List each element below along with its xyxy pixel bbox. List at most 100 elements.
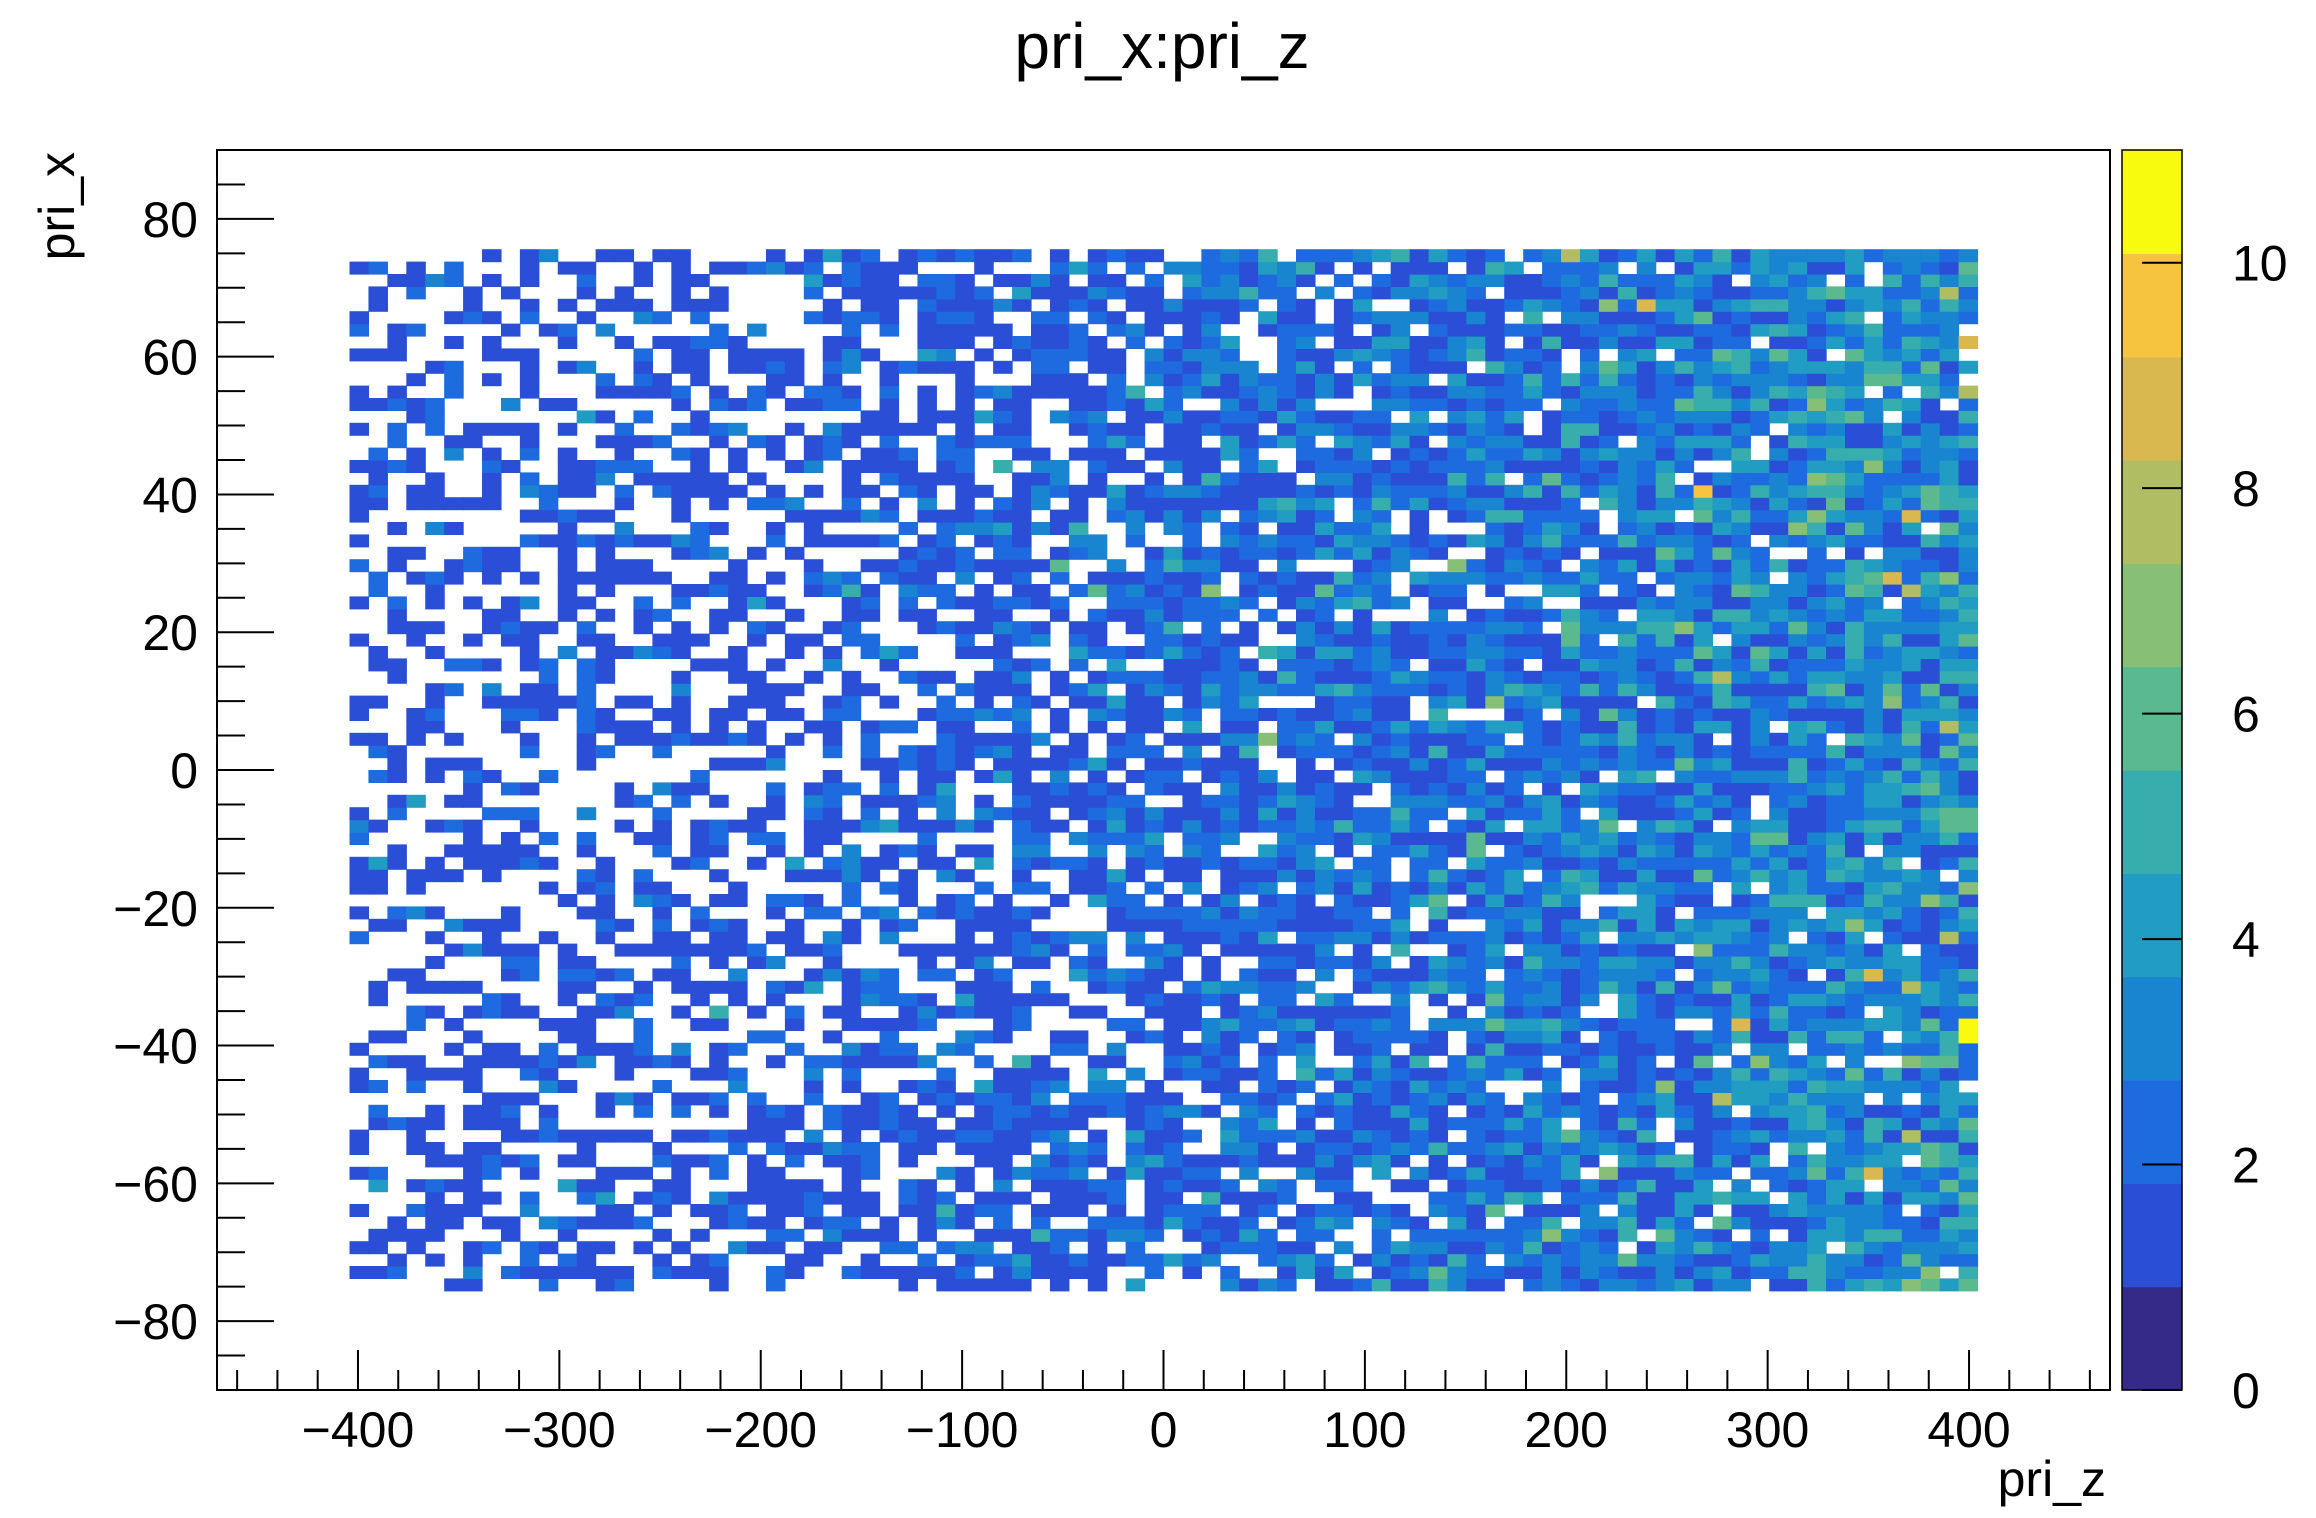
heatmap-cell bbox=[463, 1005, 483, 1019]
heatmap-cell bbox=[1504, 360, 1524, 374]
heatmap-cell bbox=[1125, 732, 1146, 746]
heatmap-cell bbox=[1731, 1204, 1751, 1217]
heatmap-cell bbox=[1390, 1067, 1411, 1081]
heatmap-cell bbox=[1163, 1179, 1184, 1193]
heatmap-cell bbox=[387, 968, 407, 982]
heatmap-cell bbox=[1258, 460, 1278, 473]
heatmap-cell bbox=[1523, 745, 1543, 759]
heatmap-cell bbox=[595, 745, 616, 759]
heatmap-cell bbox=[1371, 757, 1392, 771]
heatmap-cell bbox=[652, 249, 672, 263]
heatmap-cell bbox=[671, 1191, 691, 1205]
heatmap-cell bbox=[1333, 1278, 1354, 1292]
heatmap-cell bbox=[690, 274, 710, 287]
heatmap-cell bbox=[1182, 497, 1202, 511]
heatmap-cell bbox=[1201, 658, 1221, 672]
heatmap-cell bbox=[784, 869, 805, 883]
heatmap-cell bbox=[803, 1241, 824, 1255]
heatmap-cell bbox=[1788, 956, 1808, 969]
heatmap-cell bbox=[1371, 670, 1392, 684]
heatmap-cell bbox=[349, 732, 370, 746]
heatmap-cell bbox=[1523, 1228, 1543, 1242]
heatmap-cell bbox=[519, 633, 540, 647]
heatmap-cell bbox=[1617, 373, 1638, 387]
heatmap-cell bbox=[1220, 522, 1240, 535]
heatmap-cell bbox=[1182, 807, 1202, 821]
heatmap-cell bbox=[576, 1179, 597, 1193]
heatmap-cell bbox=[519, 1005, 540, 1019]
heatmap-cell bbox=[1712, 1142, 1732, 1155]
heatmap-cell bbox=[1882, 1179, 1903, 1193]
heatmap-cell bbox=[1693, 546, 1714, 560]
heatmap-cell bbox=[1693, 398, 1714, 411]
heatmap-cell bbox=[955, 1278, 975, 1292]
heatmap-cell bbox=[1561, 286, 1581, 300]
heatmap-cell bbox=[1844, 1228, 1865, 1242]
heatmap-cell bbox=[1617, 1055, 1638, 1069]
heatmap-cell bbox=[936, 1129, 956, 1143]
heatmap-cell bbox=[690, 1018, 710, 1031]
heatmap-cell bbox=[1239, 447, 1259, 461]
heatmap-cell bbox=[1901, 1129, 1922, 1143]
heatmap-cell bbox=[1788, 1005, 1808, 1019]
heatmap-cell bbox=[1333, 621, 1354, 635]
heatmap-cell bbox=[1807, 918, 1827, 932]
heatmap-cell bbox=[652, 943, 672, 957]
heatmap-cell bbox=[1807, 1005, 1827, 1019]
heatmap-cell bbox=[1352, 497, 1373, 511]
heatmap-cell bbox=[1693, 918, 1714, 932]
heatmap-cell bbox=[1239, 782, 1259, 796]
heatmap-cell bbox=[406, 708, 426, 721]
heatmap-cell bbox=[1636, 398, 1657, 411]
heatmap-cell bbox=[860, 1042, 881, 1056]
heatmap-cell bbox=[1390, 968, 1411, 982]
heatmap-cell bbox=[1485, 633, 1505, 647]
heatmap-cell bbox=[898, 1129, 919, 1143]
heatmap-cell bbox=[671, 274, 691, 287]
heatmap-cell bbox=[1826, 745, 1846, 759]
heatmap-cell bbox=[1087, 757, 1108, 771]
heatmap-cell bbox=[1201, 274, 1221, 287]
heatmap-cell bbox=[879, 646, 900, 659]
heatmap-cell bbox=[1788, 571, 1808, 585]
heatmap-cell bbox=[1182, 658, 1202, 672]
heatmap-cell bbox=[690, 460, 710, 473]
heatmap-cell bbox=[1636, 298, 1657, 312]
heatmap-cell bbox=[1144, 1191, 1165, 1205]
heatmap-cell bbox=[1863, 472, 1884, 486]
heatmap-cell bbox=[1561, 1228, 1581, 1242]
heatmap-cell bbox=[1788, 1179, 1808, 1193]
heatmap-cell bbox=[1750, 993, 1770, 1007]
heatmap-cell bbox=[1674, 931, 1695, 945]
heatmap-cell bbox=[595, 1092, 616, 1106]
heatmap-cell bbox=[1882, 695, 1903, 709]
heatmap-cell bbox=[1201, 670, 1221, 684]
heatmap-cell bbox=[822, 336, 843, 349]
heatmap-cell bbox=[1447, 571, 1467, 585]
heatmap-cell bbox=[974, 844, 994, 858]
heatmap-cell bbox=[1371, 509, 1392, 523]
heatmap-cell bbox=[1087, 274, 1108, 287]
heatmap-cell bbox=[879, 1030, 900, 1044]
heatmap-cell bbox=[841, 584, 862, 597]
heatmap-cell bbox=[633, 596, 653, 610]
heatmap-cell bbox=[1352, 336, 1373, 349]
heatmap-cell bbox=[1826, 658, 1846, 672]
heatmap-cell bbox=[1788, 608, 1808, 622]
heatmap-cell bbox=[1844, 484, 1865, 498]
heatmap-cell bbox=[1068, 1191, 1089, 1205]
heatmap-cell bbox=[482, 770, 502, 783]
heatmap-cell bbox=[1693, 1142, 1714, 1155]
heatmap-cell bbox=[368, 348, 388, 362]
heatmap-cell bbox=[1598, 1067, 1619, 1081]
heatmap-cell bbox=[1182, 695, 1202, 709]
heatmap-cell bbox=[1844, 906, 1865, 920]
heatmap-cell bbox=[1712, 956, 1732, 969]
heatmap-cell bbox=[671, 584, 691, 597]
heatmap-cell bbox=[1201, 856, 1221, 870]
heatmap-cell bbox=[1674, 298, 1695, 312]
heatmap-cell bbox=[993, 906, 1013, 920]
heatmap-cell bbox=[1428, 472, 1449, 486]
heatmap-cell bbox=[1863, 323, 1884, 337]
heatmap-cell bbox=[936, 311, 956, 325]
